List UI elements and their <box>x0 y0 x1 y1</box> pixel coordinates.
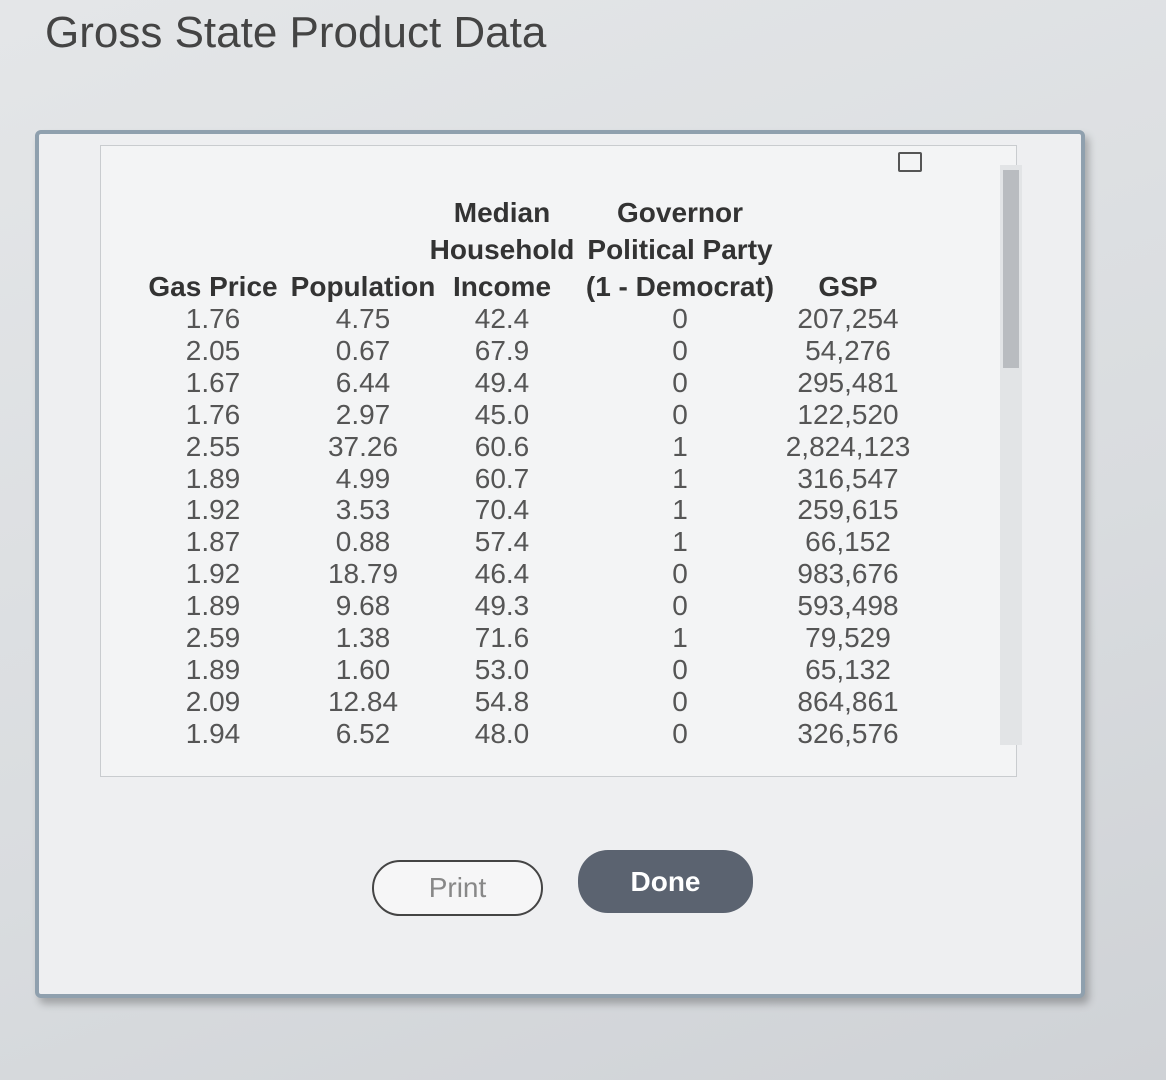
column-header: Household <box>429 234 575 265</box>
table-cell: 1 <box>672 462 688 494</box>
table-cell: 0 <box>672 717 688 749</box>
table-cell: 67.9 <box>474 334 530 366</box>
table-cell: 1 <box>672 622 688 653</box>
table-cell: 0.88 <box>335 526 391 558</box>
table-cell: 53.0 <box>474 653 530 685</box>
table-cell: 0 <box>672 334 688 366</box>
table-cell: 2.05 <box>185 334 241 366</box>
table-cell: 0 <box>672 590 688 622</box>
table-cell: 0 <box>672 303 688 334</box>
table-cell: 1.67 <box>185 366 241 398</box>
page-title: Gross State Product Data <box>45 8 547 57</box>
table-cell: 1 <box>672 430 688 462</box>
table-cell: 1 <box>672 494 688 526</box>
table-cell: 66,152 <box>805 526 891 558</box>
table-area <box>100 145 1017 777</box>
table-cell: 6.44 <box>335 366 391 398</box>
table-cell: 0 <box>672 558 688 590</box>
column-header: Political Party <box>587 234 773 265</box>
table-cell: 983,676 <box>797 558 899 590</box>
table-cell: 1.89 <box>185 590 241 622</box>
table-cell: 42.4 <box>474 303 530 334</box>
table-cell: 0 <box>672 398 688 430</box>
print-button[interactable]: Print <box>372 860 543 916</box>
column-header: Governor <box>616 197 744 228</box>
table-cell: 60.6 <box>474 430 530 462</box>
table-cell: 37.26 <box>327 430 399 462</box>
table-cell: 65,132 <box>805 653 891 685</box>
table-cell: 4.75 <box>335 303 391 334</box>
table-cell: 1.92 <box>185 494 241 526</box>
table-cell: 9.68 <box>335 590 391 622</box>
table-cell: 18.79 <box>327 558 399 590</box>
table-cell: 54,276 <box>805 334 891 366</box>
popout-icon[interactable] <box>898 152 922 172</box>
column-header: (1 - Democrat) <box>585 271 775 302</box>
done-button[interactable]: Done <box>578 850 753 913</box>
column-header: Population <box>290 271 436 302</box>
table-cell: 316,547 <box>797 462 899 494</box>
table-cell: 49.3 <box>474 590 530 622</box>
table-cell: 864,861 <box>797 685 899 717</box>
column-header: Income <box>452 271 552 302</box>
table-cell: 0 <box>672 366 688 398</box>
table-cell: 54.8 <box>474 685 530 717</box>
table-cell: 12.84 <box>327 685 399 717</box>
table-cell: 1.89 <box>185 462 241 494</box>
table-cell: 49.4 <box>474 366 530 398</box>
table-cell: 79,529 <box>805 622 891 653</box>
table-cell: 2,824,123 <box>785 430 911 462</box>
table-cell: 295,481 <box>797 366 899 398</box>
column-header: Median <box>453 197 551 228</box>
table-cell: 71.6 <box>474 622 530 653</box>
table-cell: 1.94 <box>185 717 241 749</box>
table-cell: 1.76 <box>185 303 241 334</box>
table-cell: 593,498 <box>797 590 899 622</box>
table-cell: 70.4 <box>474 494 530 526</box>
table-cell: 1.87 <box>185 526 241 558</box>
table-cell: 0.67 <box>335 334 391 366</box>
table-cell: 1.60 <box>335 653 391 685</box>
table-cell: 48.0 <box>474 717 530 749</box>
table-cell: 4.99 <box>335 462 391 494</box>
table-cell: 2.59 <box>185 622 241 653</box>
table-cell: 1.76 <box>185 398 241 430</box>
table-cell: 0 <box>672 653 688 685</box>
table-cell: 1.38 <box>335 622 391 653</box>
table-cell: 207,254 <box>797 303 899 334</box>
table-cell: 2.97 <box>335 398 391 430</box>
table-cell: 1.92 <box>185 558 241 590</box>
column-header: GSP <box>818 271 878 302</box>
table-cell: 1.89 <box>185 653 241 685</box>
scroll-thumb[interactable] <box>1003 170 1019 368</box>
table-cell: 6.52 <box>335 717 391 749</box>
table-cell: 45.0 <box>474 398 530 430</box>
table-cell: 2.55 <box>185 430 241 462</box>
table-cell: 3.53 <box>335 494 391 526</box>
table-cell: 326,576 <box>797 717 899 749</box>
table-cell: 60.7 <box>474 462 530 494</box>
table-cell: 0 <box>672 685 688 717</box>
table-cell: 57.4 <box>474 526 530 558</box>
table-cell: 46.4 <box>474 558 530 590</box>
table-cell: 2.09 <box>185 685 241 717</box>
table-cell: 1 <box>672 526 688 558</box>
table-cell: 259,615 <box>797 494 899 526</box>
table-cell: 122,520 <box>797 398 899 430</box>
column-header: Gas Price <box>148 271 278 302</box>
